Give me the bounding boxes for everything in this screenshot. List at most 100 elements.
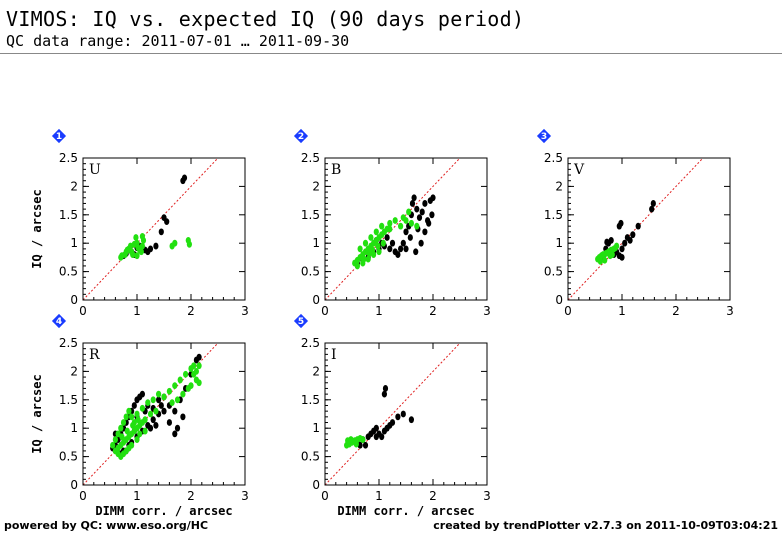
data-point bbox=[389, 419, 396, 426]
data-point bbox=[174, 396, 181, 404]
x-tick-label: 1 bbox=[618, 304, 626, 318]
data-point bbox=[403, 228, 409, 236]
data-point bbox=[115, 450, 121, 458]
data-point bbox=[403, 245, 409, 253]
data-point bbox=[361, 255, 367, 263]
data-point bbox=[418, 239, 424, 247]
header-divider bbox=[0, 53, 782, 54]
data-point bbox=[119, 433, 125, 441]
data-point bbox=[181, 174, 188, 182]
y-tick-label: 2 bbox=[312, 179, 320, 193]
plot-frame bbox=[82, 342, 246, 486]
band-label: B bbox=[331, 162, 341, 178]
y-tick-label: 0.5 bbox=[301, 265, 320, 279]
data-point bbox=[139, 404, 145, 412]
band-label: V bbox=[573, 162, 585, 178]
x-tick-label: 0 bbox=[79, 489, 87, 503]
data-point bbox=[414, 205, 420, 213]
data-point bbox=[618, 219, 624, 227]
data-point bbox=[164, 218, 170, 226]
data-point bbox=[153, 421, 159, 429]
panel-V: 0 1 2 3 0 0.5 1 1.5 2 2.5 V 3 bbox=[536, 128, 734, 318]
data-point bbox=[177, 376, 183, 384]
y-tick-label: 1 bbox=[555, 236, 563, 250]
data-point bbox=[373, 228, 379, 236]
band-label: I bbox=[331, 347, 337, 363]
x-tick-label: 2 bbox=[429, 489, 437, 503]
data-point bbox=[384, 234, 390, 241]
data-point bbox=[110, 441, 116, 449]
x-tick-label: 3 bbox=[241, 489, 249, 503]
data-point bbox=[409, 200, 416, 207]
x-tick-label: 1 bbox=[133, 489, 141, 503]
y-tick-label: 1.5 bbox=[544, 208, 563, 222]
data-point bbox=[133, 234, 139, 241]
panel-badge bbox=[51, 313, 67, 329]
data-point bbox=[161, 393, 167, 401]
data-point bbox=[365, 255, 371, 263]
x-tick-label: 2 bbox=[187, 489, 195, 503]
data-point bbox=[147, 410, 154, 418]
y-tick-label: 2 bbox=[555, 179, 563, 193]
data-point bbox=[411, 194, 417, 202]
data-point bbox=[166, 419, 172, 426]
data-point bbox=[373, 424, 379, 432]
y-tick-label: 1 bbox=[70, 421, 78, 435]
data-point bbox=[129, 413, 135, 421]
data-point bbox=[395, 413, 401, 421]
data-point bbox=[398, 222, 404, 230]
x-tick-label: 0 bbox=[79, 304, 87, 318]
panel-badge-number: 1 bbox=[56, 132, 62, 142]
data-point bbox=[153, 242, 159, 250]
data-point bbox=[196, 353, 202, 361]
series-green bbox=[344, 435, 366, 449]
band-label: U bbox=[89, 162, 101, 178]
data-point bbox=[416, 214, 423, 222]
data-point bbox=[180, 413, 186, 421]
data-point bbox=[650, 200, 656, 207]
data-point bbox=[196, 362, 202, 370]
panel-B: 0 1 2 300.511.522.5B2 bbox=[293, 128, 491, 318]
series-green bbox=[595, 242, 620, 265]
data-point bbox=[604, 238, 610, 246]
data-point bbox=[348, 436, 354, 443]
data-point bbox=[400, 239, 406, 247]
data-point bbox=[150, 396, 156, 404]
data-point bbox=[630, 231, 636, 239]
data-point bbox=[172, 430, 178, 438]
data-point bbox=[186, 240, 192, 248]
data-point bbox=[188, 382, 194, 389]
data-point bbox=[134, 410, 140, 418]
y-tick-label: 1.5 bbox=[59, 208, 78, 222]
data-point bbox=[380, 239, 386, 247]
data-point bbox=[430, 194, 436, 202]
data-point bbox=[602, 256, 608, 264]
panel-badge-number: 2 bbox=[298, 132, 304, 142]
data-point bbox=[408, 219, 414, 227]
x-tick-label: 0 bbox=[321, 489, 329, 503]
data-point bbox=[395, 251, 401, 258]
page-subtitle: QC data range: 2011-07-01 … 2011-09-30 bbox=[6, 32, 350, 50]
y-tick-label: 2.5 bbox=[59, 336, 78, 350]
data-point bbox=[158, 228, 164, 236]
data-point bbox=[362, 239, 369, 247]
data-point bbox=[649, 205, 655, 213]
data-point bbox=[422, 228, 428, 236]
panel-badge-number: 4 bbox=[56, 317, 62, 327]
data-point bbox=[161, 407, 167, 415]
y-tick-label: 0 bbox=[70, 293, 78, 307]
data-point bbox=[193, 368, 199, 375]
x-axis-label: DIMM corr. / arcsec bbox=[95, 504, 232, 518]
y-tick-label: 0.5 bbox=[59, 450, 78, 464]
y-tick-label: 0 bbox=[70, 478, 78, 492]
reference-line bbox=[82, 157, 219, 301]
panel-badge bbox=[536, 128, 552, 144]
data-point bbox=[354, 262, 360, 270]
y-tick-label: 2.5 bbox=[59, 151, 78, 165]
panel-U: 0 1 2 3 0 0.5 1 1.5 2 2.5 U 1 IQ / arcsec bbox=[30, 128, 249, 318]
panel-R: 0 1 2 3 0 0.5 1 1.5 2 2.5 R 4 IQ / arcsec DIMM corr. … bbox=[30, 313, 249, 518]
data-point bbox=[134, 436, 140, 443]
reference-line bbox=[324, 342, 461, 486]
data-point bbox=[387, 245, 393, 253]
